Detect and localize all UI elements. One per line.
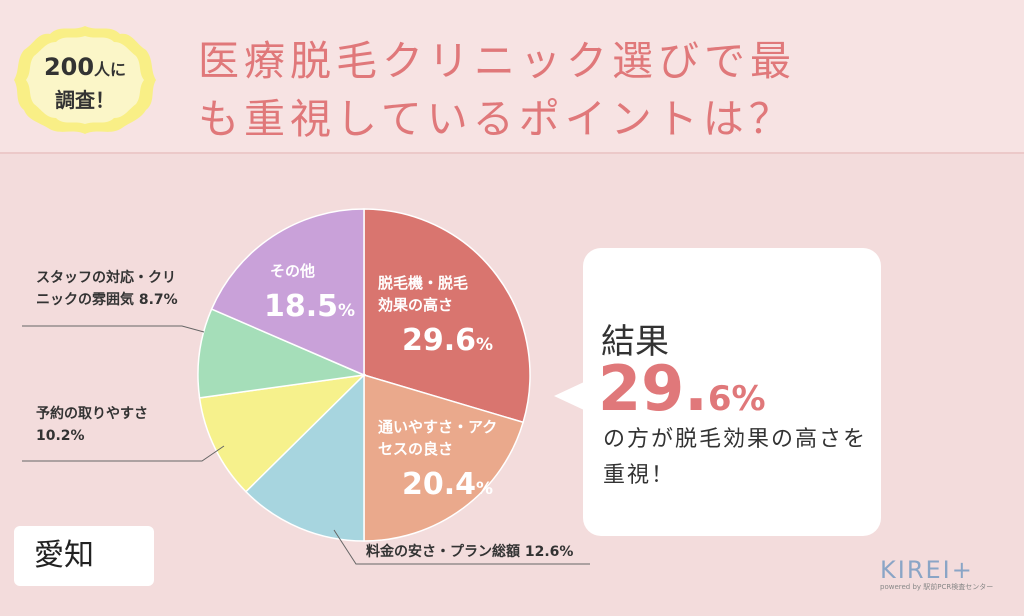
slice-label-outside: 料金の安さ・プラン総額 12.6% bbox=[333, 529, 590, 565]
pie-slice bbox=[363, 373, 525, 542]
chart-area: 脱毛機・脱毛 効果の高さ 29.6% 通いやすさ・アク セスの良さ 20.4% その他 18.… bbox=[0, 154, 1024, 616]
pie-slice bbox=[363, 208, 531, 424]
result-description: の方が脱毛効果の高さを重視！ bbox=[603, 427, 868, 488]
slice-label-text: スタッフの対応・クリ bbox=[36, 269, 176, 286]
slice-label-text: 脱毛機・脱毛 bbox=[378, 274, 468, 292]
slice-label-text: セスの良さ bbox=[378, 440, 453, 458]
slice-label-text: 通いやすさ・アク bbox=[378, 418, 497, 436]
badge-suffix: 人に bbox=[94, 60, 127, 79]
logo-subtitle: powered by 駅前PCR検査センター bbox=[880, 583, 994, 591]
badge-count: 200 bbox=[43, 53, 95, 81]
slice-label-text: 予約の取りやすさ bbox=[36, 405, 148, 422]
slice-label-text: ニックの雰囲気 8.7% bbox=[36, 291, 178, 308]
brand-logo: KIREI+ powered by 駅前PCR検査センター bbox=[880, 556, 1012, 606]
result-value: 29.6% bbox=[598, 352, 766, 425]
slice-label-text: その他 bbox=[270, 262, 315, 280]
survey-badge: 200人に 調査！ bbox=[10, 22, 160, 138]
leader-line bbox=[333, 529, 590, 565]
slice-label-text: 10.2% bbox=[36, 428, 85, 444]
header-banner: 200人に 調査！ 医療脱毛クリニック選びで最 も重視しているポイントは？ bbox=[0, 0, 1024, 154]
result-bubble bbox=[583, 248, 881, 536]
pie-slice bbox=[210, 208, 365, 377]
prefecture-label: 愛知 bbox=[14, 526, 154, 586]
slice-label-inside: 脱毛機・脱毛効果の高さ 29.6% bbox=[378, 274, 493, 358]
result-bubble-tail bbox=[554, 382, 584, 410]
logo-name: KIREI+ bbox=[880, 556, 974, 584]
pie-chart: 脱毛機・脱毛効果の高さ29.6%通いやすさ・アクセスの良さ20.4%その他18.… bbox=[22, 208, 590, 565]
slice-label-text: 効果の高さ bbox=[378, 296, 453, 314]
result-value-big: 29. bbox=[598, 352, 708, 425]
slice-label-text: 料金の安さ・プラン総額 12.6% bbox=[366, 543, 573, 560]
badge-line2: 調査！ bbox=[55, 88, 115, 112]
result-label: 結果 bbox=[601, 322, 669, 362]
slice-value-label: 29.6% bbox=[402, 323, 493, 358]
slice-label-outside: 予約の取りやすさ 10.2% bbox=[22, 405, 225, 462]
title-line2: も重視しているポイントは？ bbox=[198, 95, 795, 143]
result-value-small: 6% bbox=[707, 379, 766, 419]
pie-slice bbox=[198, 373, 367, 493]
leader-line bbox=[22, 445, 225, 462]
pie-slice bbox=[197, 308, 367, 399]
leader-line bbox=[22, 325, 205, 333]
page-title: 医療脱毛クリニック選びで最 も重視しているポイントは？ bbox=[198, 32, 998, 148]
title-line1: 医療脱毛クリニック選びで最 bbox=[198, 37, 796, 85]
badge-burst-shape bbox=[14, 26, 156, 134]
pie-slice bbox=[244, 373, 365, 542]
